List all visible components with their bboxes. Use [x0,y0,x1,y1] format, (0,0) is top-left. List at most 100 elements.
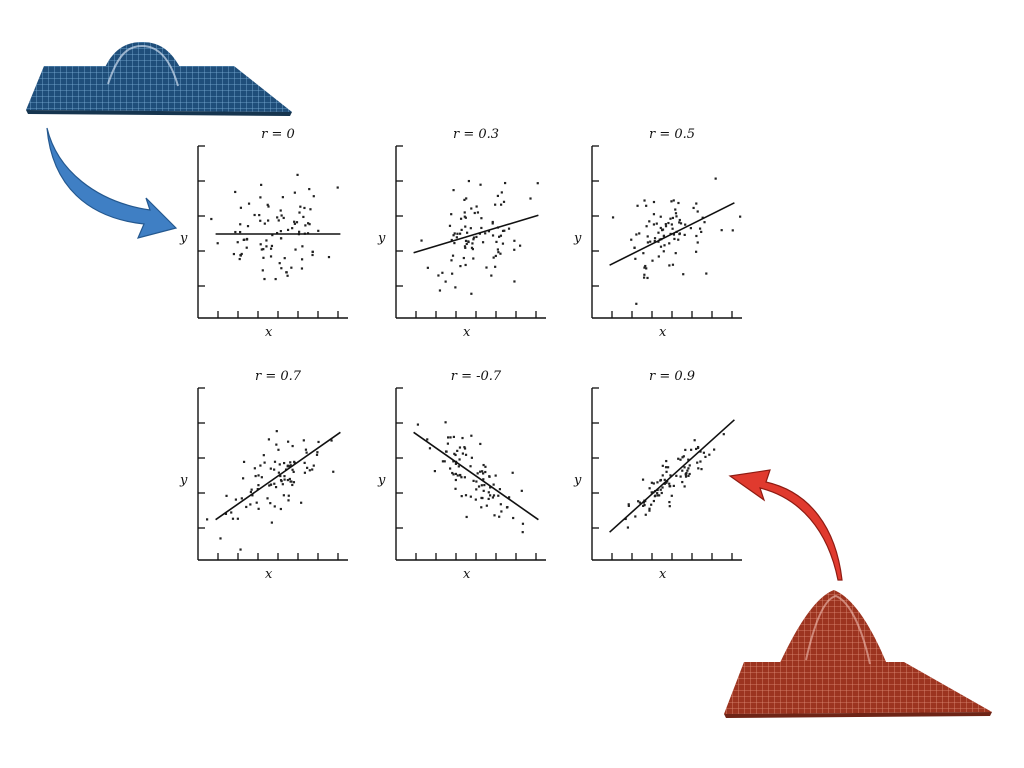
data-point [283,478,286,481]
data-point [245,505,248,509]
data-point [262,248,265,251]
data-point [268,484,271,487]
data-point [695,234,698,238]
data-point [304,224,307,227]
data-point [291,227,294,230]
data-point [469,465,472,468]
data-point [498,515,501,518]
data-point [643,273,646,276]
panel-title: r = 0.7 [255,369,302,384]
data-point [234,498,238,501]
data-point [479,442,482,446]
data-point [277,471,280,474]
data-point [470,292,473,295]
data-point [453,232,456,235]
data-point [286,274,289,277]
data-point [480,217,483,220]
data-point [669,217,672,220]
data-point [656,492,659,495]
data-point [669,474,672,477]
data-point [465,197,468,200]
data-point [273,460,277,463]
data-point [451,471,454,475]
data-point [695,202,698,205]
data-point [263,277,266,281]
data-point [487,230,491,233]
data-point [458,458,461,461]
data-point [661,474,664,477]
data-point [274,485,278,489]
data-point [287,494,290,497]
data-point [262,256,265,259]
data-point [700,468,703,471]
data-point [659,215,662,218]
data-point [500,191,503,194]
data-point [464,225,467,228]
data-point [489,486,492,489]
data-point [459,474,462,477]
data-point [675,215,678,218]
data-point [267,219,270,222]
data-point [681,480,684,484]
data-point [302,439,305,442]
data-point [279,479,283,482]
data-point [441,271,444,274]
data-point [505,506,509,509]
data-point [484,232,487,235]
data-point [306,466,309,469]
data-point [234,230,237,234]
panel-title: r = 0.3 [453,127,499,142]
data-point [642,504,645,507]
data-point [480,226,483,230]
data-point [454,472,458,476]
data-point [659,226,662,230]
data-point [675,474,678,477]
data-point [460,228,463,232]
data-point [684,223,687,226]
data-point [289,461,292,464]
data-point [521,522,525,525]
data-point [693,439,696,442]
data-point [283,475,286,478]
data-point [502,200,506,203]
data-point [317,440,320,444]
data-point [660,491,663,495]
data-point [489,494,492,497]
data-point [286,465,289,468]
data-point [317,229,320,232]
data-point [518,244,522,247]
data-point [504,181,507,185]
data-point [293,461,296,465]
data-point [491,222,494,225]
data-point [273,505,276,508]
data-point [239,230,242,234]
data-point [230,511,233,514]
data-point [279,230,282,233]
data-point [459,265,462,268]
data-point [683,466,686,469]
data-point [653,495,656,498]
data-point [451,272,454,275]
data-point [463,215,466,218]
data-point [275,443,278,446]
data-point [276,231,279,235]
data-point [261,269,264,272]
data-point [251,494,254,497]
data-point [247,202,251,205]
data-point [257,474,260,477]
data-point [291,444,294,448]
data-point [453,452,456,455]
data-point [445,450,448,453]
data-point [456,474,459,477]
x-axis-label: x [265,325,273,340]
regression-line [413,431,539,521]
data-point [472,479,475,482]
data-point [498,235,501,238]
data-point [681,469,684,472]
data-point [456,449,459,452]
data-point [705,272,708,275]
data-point [697,467,700,470]
data-point [454,487,457,490]
data-point [668,500,671,504]
data-point [273,482,276,485]
